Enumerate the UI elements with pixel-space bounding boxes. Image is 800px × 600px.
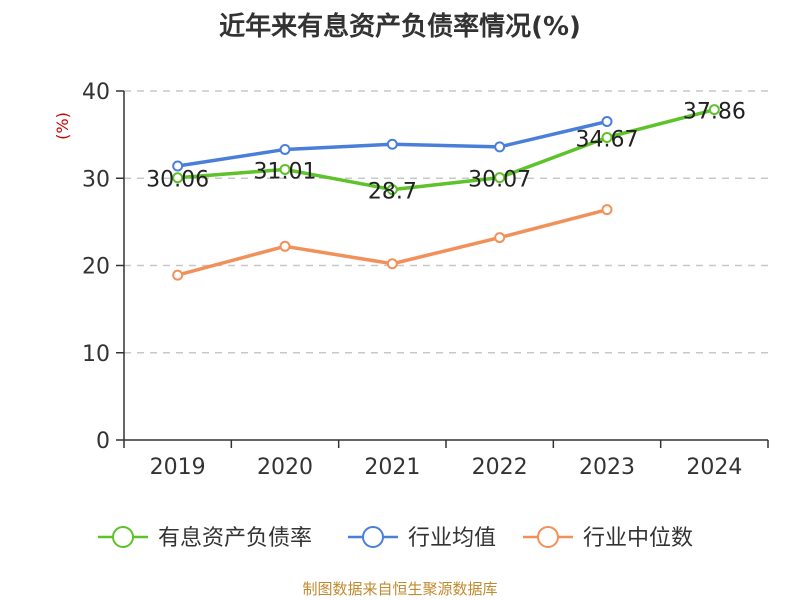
data-label: 37.86: [683, 100, 746, 125]
chart-title: 近年来有息资产负债率情况(%): [219, 12, 581, 42]
series-lines: [172, 104, 720, 281]
data-point: [601, 116, 613, 128]
x-tick-label: 2022: [472, 455, 528, 480]
data-point: [172, 269, 184, 281]
x-tick-label: 2023: [579, 455, 635, 480]
legend-marker: [537, 526, 559, 548]
data-label: 34.67: [576, 128, 639, 153]
legend-label: 行业中位数: [583, 526, 693, 551]
data-point: [494, 172, 506, 184]
legend-item[interactable]: 行业中位数: [523, 526, 693, 551]
series-line: [177, 107, 715, 192]
data-label: 30.06: [146, 168, 209, 193]
data-point: [601, 132, 613, 144]
x-tick-label: 2024: [686, 455, 742, 480]
legend[interactable]: 有息资产负债率 行业均值 行业中位数: [98, 526, 693, 551]
y-axis-ticks: 0 10 20 30 40: [82, 80, 124, 454]
data-point: [494, 232, 506, 244]
data-point: [172, 160, 184, 172]
y-axis-label: (%): [53, 112, 72, 140]
y-tick-label: 10: [82, 342, 110, 367]
data-point: [279, 143, 291, 155]
y-tick-label: 0: [96, 429, 110, 454]
data-point: [279, 163, 291, 175]
data-point: [386, 258, 398, 270]
y-tick-label: 30: [82, 167, 110, 192]
data-label: 30.07: [468, 168, 531, 193]
legend-marker: [362, 526, 384, 548]
x-tick-label: 2021: [364, 455, 420, 480]
y-tick-label: 40: [82, 80, 110, 105]
data-point: [494, 141, 506, 153]
data-point: [279, 240, 291, 252]
data-point: [386, 184, 398, 196]
x-tick-label: 2019: [150, 455, 206, 480]
data-point: [708, 104, 720, 116]
y-tick-label: 20: [82, 255, 110, 280]
grid-lines: [124, 90, 768, 354]
data-point: [172, 172, 184, 184]
legend-item[interactable]: 有息资产负债率: [98, 526, 312, 551]
data-point: [601, 204, 613, 216]
data-source-note: 制图数据来自恒生聚源数据库: [302, 580, 498, 598]
legend-marker: [112, 526, 134, 548]
data-labels: 30.06 31.01 28.7 30.07 34.67 37.86: [146, 100, 746, 205]
legend-label: 行业均值: [408, 526, 496, 551]
x-tick-label: 2020: [257, 455, 313, 480]
data-point: [386, 138, 398, 150]
legend-item[interactable]: 行业均值: [348, 526, 496, 551]
data-label: 31.01: [254, 159, 317, 184]
data-label: 28.7: [368, 180, 417, 205]
x-axis-ticks: 2019 2020 2021 2022 2023 2024: [123, 440, 769, 480]
legend-label: 有息资产负债率: [158, 526, 312, 551]
